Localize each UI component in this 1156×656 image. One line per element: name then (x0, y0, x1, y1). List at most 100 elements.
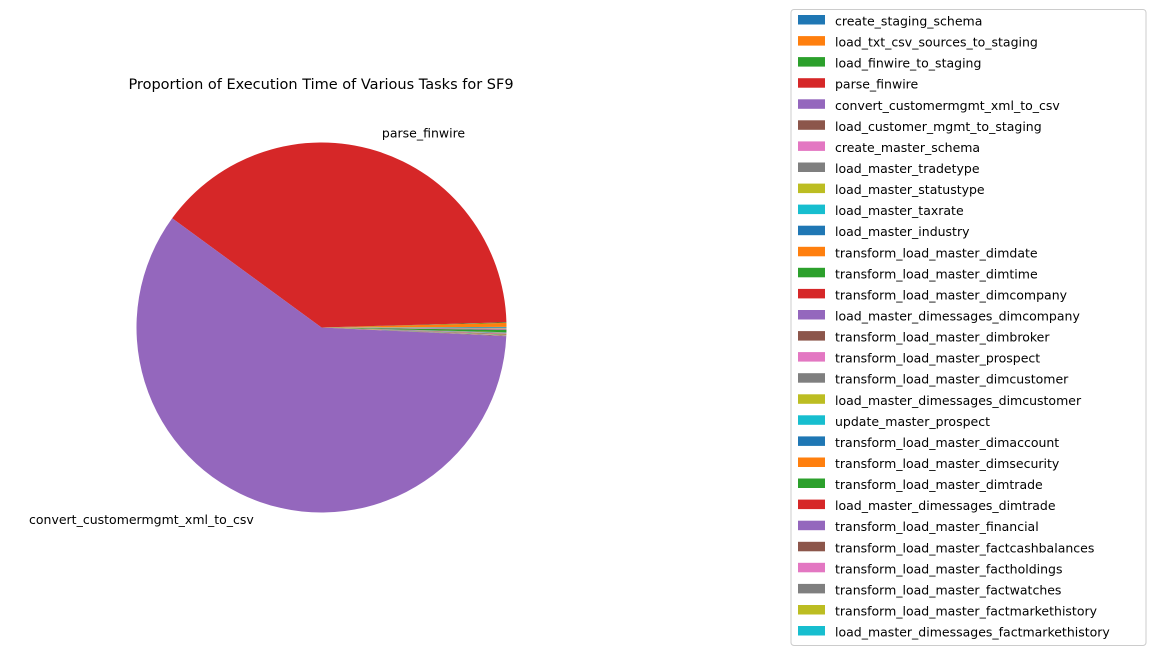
legend-item-load_customer_mgmt_to_staging: load_customer_mgmt_to_staging (798, 119, 1042, 134)
legend-item-transform_load_master_dimtrade: transform_load_master_dimtrade (798, 477, 1043, 492)
legend-label: load_master_taxrate (835, 203, 964, 218)
legend-item-transform_load_master_dimbroker: transform_load_master_dimbroker (798, 330, 1050, 345)
legend-label: transform_load_master_factwatches (835, 582, 1061, 597)
pie-slice-load_master_taxrate (321, 327, 507, 336)
legend-item-create_master_schema: create_master_schema (798, 140, 980, 155)
pie-slice-transform_load_master_dimtime (321, 327, 507, 335)
legend-swatch (798, 141, 825, 151)
pie-slice-labels: parse_finwire convert_customermgmt_xml_to… (29, 126, 465, 527)
legend-label: load_finwire_to_staging (835, 56, 981, 71)
legend-item-load_master_industry: load_master_industry (798, 224, 970, 239)
legend-label: parse_finwire (835, 77, 919, 92)
pie-slice-load_master_industry (321, 327, 507, 336)
legend-swatch (798, 541, 825, 552)
legend-item-load_master_tradetype: load_master_tradetype (798, 161, 980, 176)
legend-label: transform_load_master_prospect (835, 351, 1040, 366)
legend: create_staging_schema load_txt_csv_source… (790, 9, 1147, 646)
legend-swatch (798, 78, 825, 88)
legend-label: transform_load_master_dimcompany (835, 287, 1068, 302)
pie-slice-transform_load_master_factwatches (321, 327, 507, 329)
legend-label: transform_load_master_factholdings (835, 561, 1062, 576)
legend-swatch (798, 436, 825, 446)
legend-item-load_master_dimessages_dimcompany: load_master_dimessages_dimcompany (798, 309, 1080, 324)
pie-slice-load_finwire_to_staging (321, 322, 507, 328)
legend-swatch (798, 478, 825, 488)
legend-label: update_master_prospect (835, 414, 990, 429)
legend-label: load_txt_csv_sources_to_staging (835, 35, 1038, 50)
legend-item-transform_load_master_dimdate: transform_load_master_dimdate (798, 245, 1038, 260)
slice-label-convert_customermgmt_xml_to_csv: convert_customermgmt_xml_to_csv (29, 512, 254, 527)
legend-swatch (798, 457, 825, 467)
legend-swatch (798, 583, 825, 594)
legend-swatch (798, 246, 825, 257)
legend-item-transform_load_master_prospect: transform_load_master_prospect (798, 351, 1040, 366)
legend-label: transform_load_master_dimcustomer (835, 372, 1069, 387)
pie-slice-parse_finwire (172, 142, 507, 328)
legend-item-load_master_dimessages_dimcustomer: load_master_dimessages_dimcustomer (798, 393, 1082, 408)
pie-slice-transform_load_master_dimtrade (321, 327, 507, 333)
legend-item-load_master_dimessages_dimtrade: load_master_dimessages_dimtrade (798, 498, 1056, 513)
legend-swatch (798, 57, 825, 67)
legend-swatch (798, 204, 825, 215)
legend-item-load_master_dimessages_factmarkethistory: load_master_dimessages_factmarkethistory (798, 625, 1110, 640)
legend-label: transform_load_master_dimtime (835, 266, 1038, 281)
legend-swatch (798, 562, 825, 573)
legend-label: transform_load_master_dimtrade (835, 477, 1043, 492)
pie-slice-transform_load_master_factmarkethistory (321, 327, 507, 329)
pie-slice-transform_load_master_dimbroker (321, 327, 507, 334)
chart-title: Proportion of Execution Time of Various … (128, 77, 513, 93)
legend-label: load_master_dimessages_dimcompany (835, 309, 1080, 324)
pie-slice-create_master_schema (321, 327, 507, 336)
legend-item-create_staging_schema: create_staging_schema (798, 14, 982, 29)
legend-label: load_master_industry (835, 224, 970, 239)
legend-swatch (798, 15, 825, 25)
pie-slice-load_customer_mgmt_to_staging (321, 327, 507, 337)
legend-swatch (798, 267, 825, 278)
legend-swatch (798, 288, 825, 299)
legend-swatch (798, 373, 825, 383)
pie-slice-transform_load_master_financial (321, 327, 507, 330)
legend-item-transform_load_master_dimaccount: transform_load_master_dimaccount (798, 435, 1059, 450)
legend-item-convert_customermgmt_xml_to_csv: convert_customermgmt_xml_to_csv (798, 98, 1060, 113)
legend-item-load_finwire_to_staging: load_finwire_to_staging (798, 56, 981, 71)
legend-label: transform_load_master_dimdate (835, 245, 1038, 260)
legend-item-transform_load_master_dimcompany: transform_load_master_dimcompany (798, 287, 1068, 302)
pie-slice-transform_load_master_dimaccount (321, 327, 507, 333)
pie-slice-update_master_prospect (321, 327, 507, 333)
legend-label: transform_load_master_dimsecurity (835, 456, 1060, 471)
legend-swatch (798, 99, 825, 109)
legend-item-transform_load_master_factmarkethistory: transform_load_master_factmarkethistory (798, 604, 1098, 619)
legend-items: create_staging_schema load_txt_csv_source… (798, 14, 1110, 640)
pie-slice-transform_load_master_factcashbalances (321, 327, 507, 330)
legend-item-transform_load_master_dimtime: transform_load_master_dimtime (798, 266, 1038, 281)
legend-item-transform_load_master_dimcustomer: transform_load_master_dimcustomer (798, 372, 1069, 387)
legend-label: transform_load_master_dimaccount (835, 435, 1059, 450)
legend-swatch (798, 394, 825, 404)
legend-swatch (798, 225, 825, 236)
legend-swatch (798, 605, 825, 615)
legend-swatch (798, 183, 825, 194)
legend-item-load_master_taxrate: load_master_taxrate (798, 203, 964, 218)
legend-item-load_txt_csv_sources_to_staging: load_txt_csv_sources_to_staging (798, 35, 1038, 50)
legend-swatch (798, 415, 825, 425)
legend-label: load_master_statustype (835, 182, 985, 197)
legend-swatch (798, 331, 825, 341)
legend-label: create_staging_schema (835, 14, 982, 29)
pie-slice-transform_load_master_dimcompany (321, 327, 507, 335)
legend-swatch (798, 520, 825, 531)
legend-swatch (798, 120, 825, 130)
legend-label: convert_customermgmt_xml_to_csv (835, 98, 1060, 113)
legend-swatch (798, 626, 825, 636)
pie-slice-load_master_statustype (321, 327, 507, 336)
pie-slice-transform_load_master_factholdings (321, 327, 507, 329)
legend-item-parse_finwire: parse_finwire (798, 77, 919, 92)
legend-item-transform_load_master_factholdings: transform_load_master_factholdings (798, 561, 1062, 576)
pie-slice-load_master_dimessages_dimcustomer (321, 327, 507, 334)
legend-label: transform_load_master_factcashbalances (835, 540, 1094, 555)
pie-slice-transform_load_master_prospect (321, 327, 507, 334)
pie-slice-load_master_dimessages_dimtrade (321, 327, 507, 330)
pie-slice-transform_load_master_dimsecurity (321, 327, 507, 333)
legend-label: load_master_tradetype (835, 161, 980, 176)
legend-item-transform_load_master_factcashbalances: transform_load_master_factcashbalances (798, 540, 1094, 555)
